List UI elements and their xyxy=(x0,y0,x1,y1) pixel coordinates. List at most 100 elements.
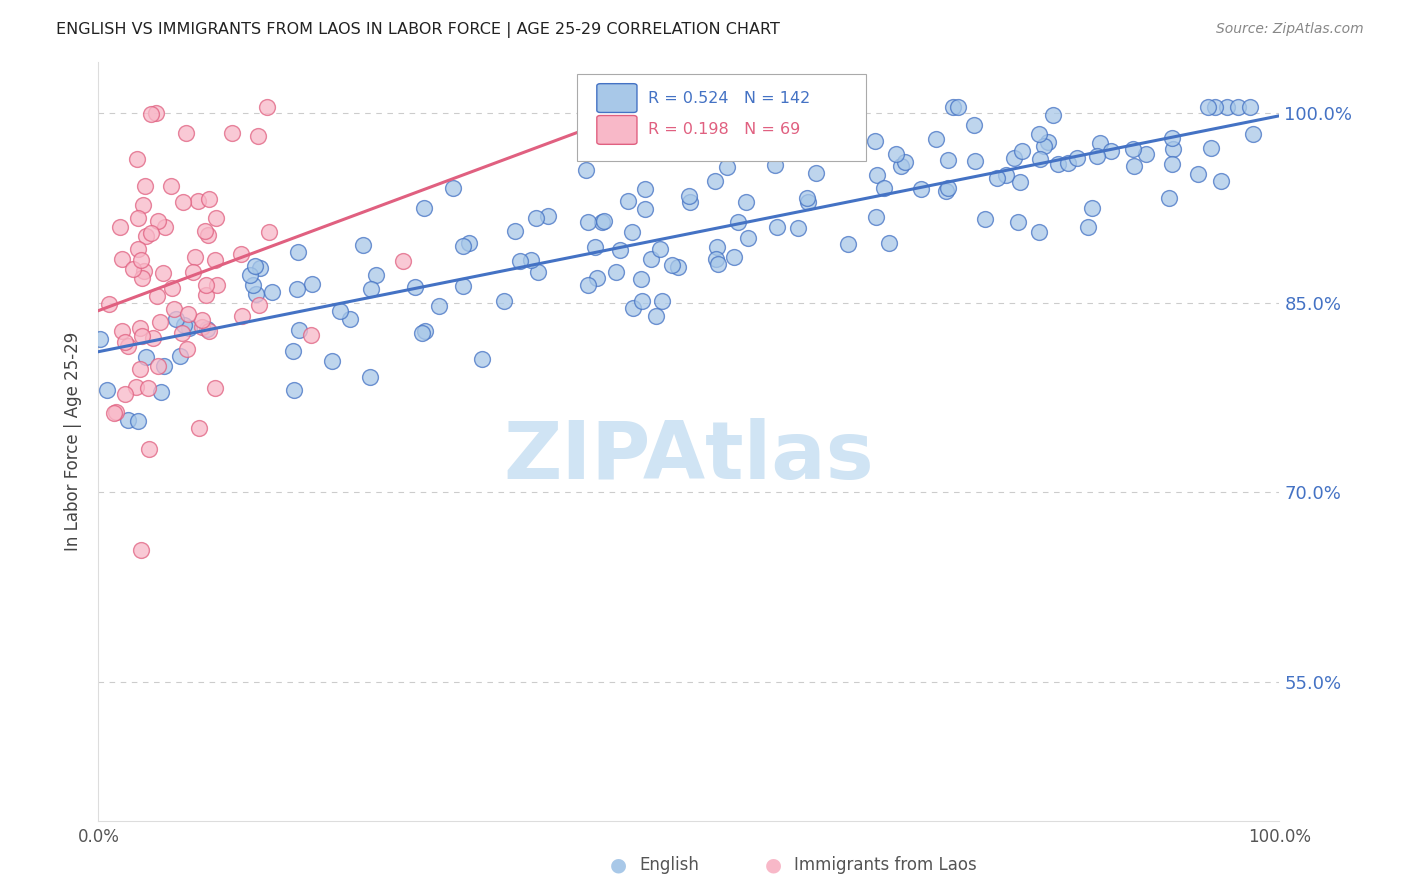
Point xyxy=(127,242,149,256)
Point xyxy=(837,237,859,252)
Point xyxy=(884,147,907,161)
Point xyxy=(1081,201,1104,215)
Point xyxy=(299,328,322,343)
Point xyxy=(247,128,270,143)
Point xyxy=(198,192,221,206)
Point xyxy=(146,214,169,228)
Point xyxy=(575,162,598,177)
Point xyxy=(519,253,541,268)
FancyBboxPatch shape xyxy=(596,115,637,145)
Point xyxy=(621,301,644,315)
Point xyxy=(142,331,165,345)
Point xyxy=(231,309,253,323)
Point xyxy=(139,226,162,240)
Text: ZIPAtlas: ZIPAtlas xyxy=(503,417,875,496)
Point xyxy=(262,285,284,299)
Point xyxy=(89,331,111,345)
Point xyxy=(135,229,157,244)
Point xyxy=(131,253,153,268)
Point xyxy=(578,277,600,292)
Point xyxy=(890,159,912,173)
Point xyxy=(257,225,280,239)
Point xyxy=(1161,131,1184,145)
Point xyxy=(1227,100,1250,114)
Point xyxy=(287,323,309,337)
Point xyxy=(127,414,149,428)
Point xyxy=(1066,151,1088,165)
Point xyxy=(111,252,134,267)
Point xyxy=(666,260,689,274)
Point xyxy=(1011,144,1033,158)
Point xyxy=(910,182,932,196)
Point xyxy=(630,272,652,286)
Point xyxy=(509,254,531,268)
Point xyxy=(963,153,986,168)
Point xyxy=(527,265,550,279)
Point xyxy=(174,126,197,140)
Point xyxy=(640,252,662,267)
Point xyxy=(359,370,381,384)
Point xyxy=(471,352,494,367)
Point xyxy=(716,160,738,174)
Point xyxy=(145,106,167,120)
Point xyxy=(894,155,917,169)
Point xyxy=(704,173,727,187)
Point xyxy=(177,321,200,335)
Point xyxy=(737,231,759,245)
Point xyxy=(104,405,127,419)
Point xyxy=(243,259,266,273)
Point xyxy=(1002,152,1025,166)
Point xyxy=(204,381,226,395)
Point xyxy=(591,215,613,229)
Point xyxy=(651,293,673,308)
Point xyxy=(125,152,148,166)
Point xyxy=(339,312,361,326)
Point xyxy=(392,254,415,268)
Text: English: English xyxy=(640,856,700,874)
Point xyxy=(177,307,200,321)
Point xyxy=(1042,108,1064,122)
Point xyxy=(995,168,1018,182)
Point xyxy=(925,132,948,146)
Point xyxy=(191,312,214,326)
Point xyxy=(1028,152,1050,166)
Point xyxy=(329,303,352,318)
Point xyxy=(176,342,198,356)
Point xyxy=(131,329,153,343)
Point xyxy=(205,278,228,293)
Point xyxy=(735,194,758,209)
Point xyxy=(1239,100,1261,114)
Point xyxy=(165,312,187,326)
Point xyxy=(195,278,218,293)
Point xyxy=(679,194,702,209)
Point xyxy=(152,266,174,280)
Point xyxy=(96,383,118,397)
Text: Source: ZipAtlas.com: Source: ZipAtlas.com xyxy=(1216,22,1364,37)
Point xyxy=(188,420,211,434)
Point xyxy=(139,107,162,121)
Point xyxy=(1199,141,1222,155)
Point xyxy=(159,178,181,193)
Point xyxy=(1099,145,1122,159)
Point xyxy=(524,211,547,225)
Point xyxy=(204,211,226,225)
Point xyxy=(948,100,970,114)
Point xyxy=(283,384,305,398)
Point xyxy=(146,359,169,373)
Point xyxy=(127,211,149,225)
Point xyxy=(132,198,155,212)
Point xyxy=(1028,127,1050,141)
Point xyxy=(1047,157,1070,171)
Point xyxy=(153,359,176,373)
Point xyxy=(934,184,956,198)
Point xyxy=(197,324,219,338)
Point xyxy=(281,344,304,359)
Point xyxy=(942,100,965,114)
Point xyxy=(796,191,818,205)
Y-axis label: In Labor Force | Age 25-29: In Labor Force | Age 25-29 xyxy=(65,332,83,551)
Point xyxy=(117,413,139,427)
Point xyxy=(187,194,209,208)
Point xyxy=(172,326,194,340)
Point xyxy=(986,171,1008,186)
Point xyxy=(285,282,308,296)
